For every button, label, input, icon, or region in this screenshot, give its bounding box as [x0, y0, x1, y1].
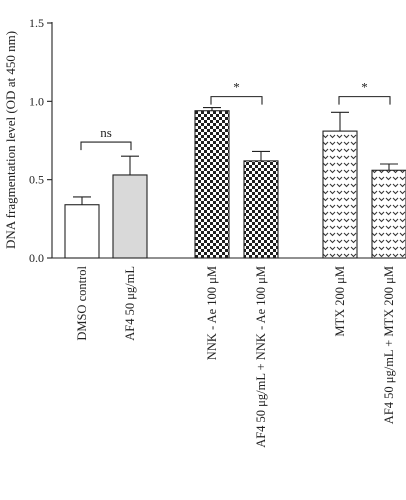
- bar-1: [64, 204, 100, 259]
- bar-3: [194, 110, 230, 259]
- significance-label-2: *: [233, 80, 240, 95]
- significance-brackets: ns * *: [80, 80, 391, 151]
- significance-bracket-3: [338, 96, 391, 105]
- error-bars: [73, 107, 398, 205]
- error-bar-6: [380, 163, 398, 171]
- category-label-4: AF4 50 μg/mL + NNK - Ae 100 μM: [254, 266, 268, 448]
- y-axis-label: DNA fragmentation level (OD at 450 nm): [3, 31, 18, 249]
- y-tick-label: 0.5: [29, 173, 44, 187]
- bars: [64, 110, 406, 259]
- bar-2: [112, 174, 148, 259]
- significance-label-3: *: [361, 80, 368, 95]
- y-axis-ticks: 0.0 0.5 1.0 1.5: [29, 16, 52, 265]
- x-axis-labels: DMSO control AF4 50 μg/mL NNK - Ae 100 μM A…: [75, 265, 396, 447]
- error-bar-4: [252, 150, 270, 161]
- bar-4: [243, 160, 279, 259]
- error-bar-3: [203, 107, 221, 111]
- category-label-3: NNK - Ae 100 μM: [205, 266, 219, 360]
- category-label-2: AF4 50 μg/mL: [123, 266, 137, 341]
- category-label-5: MTX 200 μM: [333, 266, 347, 337]
- y-tick-label: 0.0: [29, 251, 44, 265]
- category-label-1: DMSO control: [75, 265, 89, 340]
- error-bar-1: [73, 196, 91, 205]
- bar-6: [371, 169, 406, 259]
- error-bar-2: [121, 155, 139, 175]
- error-bar-5: [331, 111, 349, 132]
- y-tick-label: 1.5: [29, 16, 44, 30]
- significance-bracket-2: [210, 96, 263, 105]
- y-tick-label: 1.0: [29, 94, 44, 108]
- significance-label-1: ns: [100, 125, 112, 140]
- category-label-6: AF4 50 μg/mL + MTX 200 μM: [382, 266, 396, 424]
- bar-5: [322, 130, 358, 259]
- significance-bracket-1: [80, 141, 132, 151]
